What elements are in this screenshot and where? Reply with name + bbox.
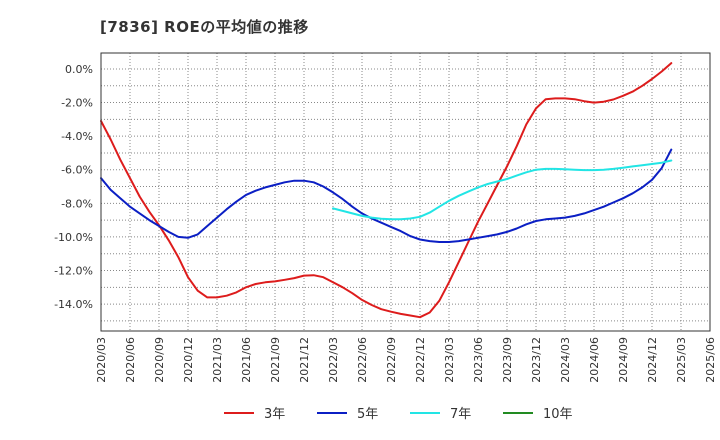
y-tick-label: -4.0% xyxy=(61,130,93,143)
x-tick-label: 2021/03 xyxy=(211,337,224,383)
x-tick-label: 2022/12 xyxy=(414,337,427,383)
series-line-2 xyxy=(100,148,673,243)
legend-label-2: 5年 xyxy=(357,407,378,422)
y-tick-label: -8.0% xyxy=(61,197,93,210)
x-tick-label: 2023/03 xyxy=(443,337,456,383)
x-tick-label: 2022/06 xyxy=(356,337,369,383)
x-tick-label: 2024/03 xyxy=(559,337,572,383)
x-tick-label: 2020/12 xyxy=(182,337,195,383)
plot-area xyxy=(101,53,710,331)
x-tick-label: 2020/03 xyxy=(95,337,108,383)
x-tick-label: 2020/09 xyxy=(153,337,166,383)
y-tick-label: -2.0% xyxy=(61,97,93,110)
y-tick-label: 0.0% xyxy=(65,63,93,76)
x-tick-label: 2020/06 xyxy=(124,337,137,383)
x-tick-label: 2022/03 xyxy=(327,337,340,383)
y-tick-label: -6.0% xyxy=(61,164,93,177)
x-tick-label: 2023/12 xyxy=(530,337,543,383)
legend-label-3: 7年 xyxy=(450,407,471,422)
x-tick-label: 2024/09 xyxy=(617,337,630,383)
plot-frame xyxy=(100,52,711,332)
x-tick-label: 2021/06 xyxy=(240,337,253,383)
legend-label-1: 3年 xyxy=(264,407,285,422)
x-tick-label: 2025/06 xyxy=(704,337,717,383)
x-tick-label: 2022/09 xyxy=(385,337,398,383)
y-tick-label: -14.0% xyxy=(54,298,93,311)
x-tick-label: 2024/06 xyxy=(588,337,601,383)
x-tick-label: 2021/12 xyxy=(298,337,311,383)
series-line-3 xyxy=(332,159,673,221)
y-tick-label: -12.0% xyxy=(54,265,93,278)
x-tick-label: 2024/12 xyxy=(646,337,659,383)
x-tick-label: 2023/09 xyxy=(501,337,514,383)
x-tick-label: 2023/06 xyxy=(472,337,485,383)
chart-title: [7836] ROEの平均値の推移 xyxy=(100,18,309,36)
x-tick-label: 2025/03 xyxy=(675,337,688,383)
y-tick-label: -10.0% xyxy=(54,231,93,244)
x-tick-label: 2021/09 xyxy=(269,337,282,383)
series-line-1 xyxy=(100,62,673,319)
legend-label-4: 10年 xyxy=(543,407,573,422)
